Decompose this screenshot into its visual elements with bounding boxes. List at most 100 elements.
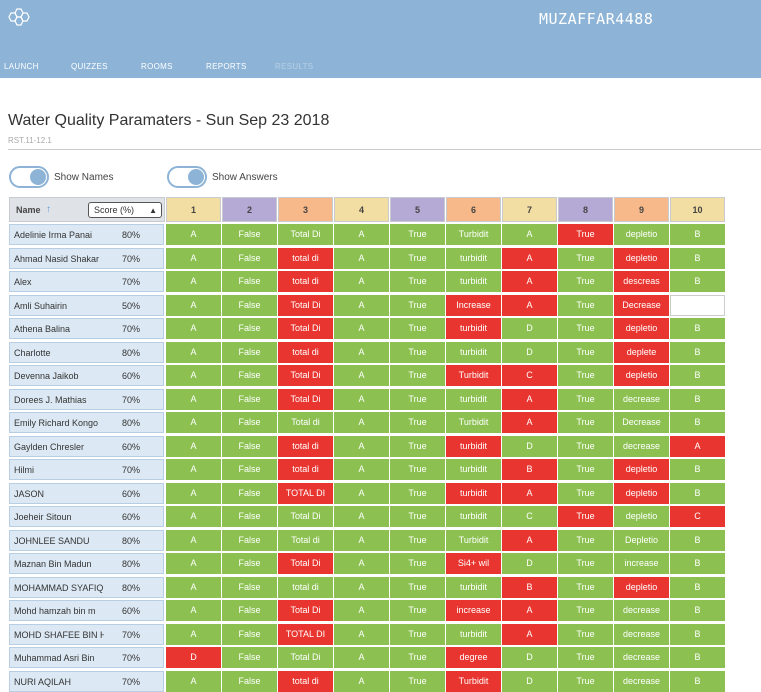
answer-cell[interactable]: B [670, 388, 725, 410]
answer-cell[interactable]: False [222, 247, 277, 269]
answer-cell[interactable]: False [222, 623, 277, 645]
nav-launch[interactable]: LAUNCH [4, 62, 39, 71]
answer-cell[interactable]: True [390, 224, 445, 245]
student-row-header[interactable]: Emily Richard Kongo 80% [9, 412, 164, 433]
answer-cell[interactable]: Total Di [278, 553, 333, 574]
answer-cell[interactable]: Total di [278, 529, 333, 551]
answer-cell[interactable]: False [222, 529, 277, 551]
answer-cell[interactable]: turbidit [446, 318, 501, 339]
answer-cell[interactable]: A [166, 435, 221, 457]
question-header-7[interactable]: 7 [502, 197, 557, 222]
student-row-header[interactable]: JASON 60% [9, 482, 164, 504]
answer-cell[interactable]: depletio [614, 506, 669, 527]
answer-cell[interactable]: decrease [614, 435, 669, 457]
answer-cell[interactable]: Total di [278, 412, 333, 433]
answer-cell[interactable]: A [502, 600, 557, 621]
answer-cell[interactable]: TOTAL DI [278, 623, 333, 645]
answer-cell[interactable]: decrease [614, 600, 669, 621]
answer-cell[interactable]: B [670, 365, 725, 386]
answer-cell[interactable]: A [334, 600, 389, 621]
answer-cell[interactable]: True [390, 576, 445, 598]
answer-cell[interactable]: A [166, 271, 221, 292]
answer-cell[interactable]: True [558, 247, 613, 269]
answer-cell[interactable]: A [502, 412, 557, 433]
answer-cell[interactable]: True [558, 482, 613, 504]
student-row-header[interactable]: Mohd hamzah bin m 60% [9, 600, 164, 621]
answer-cell[interactable]: B [670, 224, 725, 245]
answer-cell[interactable]: A [166, 553, 221, 574]
answer-cell[interactable]: degree [446, 647, 501, 668]
answer-cell[interactable]: A [334, 435, 389, 457]
answer-cell[interactable]: A [502, 271, 557, 292]
answer-cell[interactable]: True [390, 388, 445, 410]
name-column-header[interactable]: Name ↑ Score (%) ▲︎ [9, 197, 165, 222]
answer-cell[interactable]: total di [278, 576, 333, 598]
answer-cell[interactable]: Total Di [278, 318, 333, 339]
answer-cell[interactable]: A [166, 294, 221, 316]
nav-rooms[interactable]: ROOMS [141, 62, 173, 71]
answer-cell[interactable]: B [670, 529, 725, 551]
answer-cell[interactable]: True [558, 553, 613, 574]
student-row-header[interactable]: NURI AQILAH 70% [9, 670, 164, 692]
answer-cell[interactable]: A [334, 647, 389, 668]
answer-cell[interactable]: depletio [614, 247, 669, 269]
answer-cell[interactable]: False [222, 365, 277, 386]
answer-cell[interactable]: total di [278, 670, 333, 692]
answer-cell[interactable]: turbidit [446, 247, 501, 269]
answer-cell[interactable]: A [166, 459, 221, 480]
answer-cell[interactable]: False [222, 224, 277, 245]
answer-cell[interactable]: A [166, 341, 221, 363]
answer-cell[interactable]: A [334, 247, 389, 269]
answer-cell[interactable]: True [390, 365, 445, 386]
answer-cell[interactable]: deplete [614, 341, 669, 363]
answer-cell[interactable]: turbidit [446, 506, 501, 527]
answer-cell[interactable]: A [334, 318, 389, 339]
answer-cell[interactable]: B [670, 459, 725, 480]
answer-cell[interactable]: increase [446, 600, 501, 621]
answer-cell[interactable]: turbidit [446, 435, 501, 457]
answer-cell[interactable]: Turbidit [446, 365, 501, 386]
student-row-header[interactable]: Dorees J. Mathias 70% [9, 388, 164, 410]
answer-cell[interactable]: Total Di [278, 506, 333, 527]
question-header-10[interactable]: 10 [670, 197, 725, 222]
student-row-header[interactable]: Adelinie Irma Panai 80% [9, 224, 164, 245]
answer-cell[interactable] [670, 294, 725, 316]
sort-arrow-icon[interactable]: ↑ [46, 204, 51, 215]
answer-cell[interactable]: decrease [614, 623, 669, 645]
answer-cell[interactable]: True [558, 294, 613, 316]
answer-cell[interactable]: A [334, 459, 389, 480]
answer-cell[interactable]: turbidit [446, 271, 501, 292]
answer-cell[interactable]: False [222, 271, 277, 292]
answer-cell[interactable]: False [222, 553, 277, 574]
answer-cell[interactable]: True [558, 623, 613, 645]
answer-cell[interactable]: True [558, 435, 613, 457]
answer-cell[interactable]: A [334, 576, 389, 598]
score-sort-select[interactable]: Score (%) ▲︎ [88, 202, 162, 218]
answer-cell[interactable]: True [390, 271, 445, 292]
answer-cell[interactable]: A [502, 247, 557, 269]
answer-cell[interactable]: A [166, 576, 221, 598]
answer-cell[interactable]: A [166, 365, 221, 386]
answer-cell[interactable]: turbidit [446, 388, 501, 410]
answer-cell[interactable]: Total Di [278, 294, 333, 316]
answer-cell[interactable]: False [222, 435, 277, 457]
answer-cell[interactable]: D [502, 553, 557, 574]
answer-cell[interactable]: total di [278, 247, 333, 269]
answer-cell[interactable]: A [166, 318, 221, 339]
answer-cell[interactable]: True [390, 670, 445, 692]
answer-cell[interactable]: depletio [614, 459, 669, 480]
answer-cell[interactable]: B [670, 412, 725, 433]
answer-cell[interactable]: turbidit [446, 576, 501, 598]
answer-cell[interactable]: A [166, 482, 221, 504]
answer-cell[interactable]: A [166, 623, 221, 645]
answer-cell[interactable]: D [166, 647, 221, 668]
answer-cell[interactable]: False [222, 388, 277, 410]
student-row-header[interactable]: Charlotte 80% [9, 341, 164, 363]
answer-cell[interactable]: depletio [614, 318, 669, 339]
answer-cell[interactable]: B [670, 271, 725, 292]
question-header-6[interactable]: 6 [446, 197, 501, 222]
answer-cell[interactable]: True [390, 294, 445, 316]
answer-cell[interactable]: False [222, 482, 277, 504]
answer-cell[interactable]: A [334, 271, 389, 292]
answer-cell[interactable]: total di [278, 271, 333, 292]
